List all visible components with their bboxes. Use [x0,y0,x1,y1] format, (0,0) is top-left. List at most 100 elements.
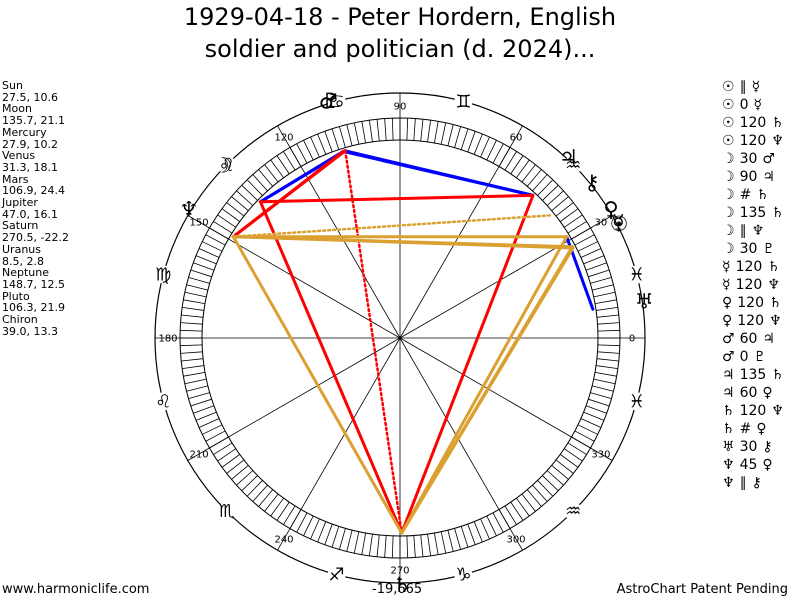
chart-title-line-2: soldier and politician (d. 2024)... [204,35,596,63]
degree-tick [180,329,203,332]
degree-tick [184,378,207,385]
aspect-row: ♃ 60 ♀ [722,384,789,402]
degree-tick [190,269,212,278]
aspect-p1: ☉ [722,133,735,149]
aspect-p1: ♆ [722,475,735,491]
moon-planet-icon: ☽ [214,153,233,177]
degree-tick [186,385,208,392]
degree-tick [521,493,536,512]
degree-tick [588,398,610,407]
zodiac-sign-icon: ♋ [329,91,345,112]
planet-value: 31.3, 18.1 [2,160,58,174]
degree-tick [217,448,237,462]
planet-value: 27.9, 10.2 [2,137,58,151]
degree-tick [252,484,268,502]
aspect-row: ♀ 120 ♆ [722,312,789,330]
aspect-row: ♂ 0 ♇ [722,348,789,366]
degree-tick [188,276,210,284]
sign-glyph-backing [154,265,173,284]
aspect-row: ☽ 135 ♄ [722,204,789,222]
aspect-p1: ♃ [722,385,735,401]
aspect-row: ♄ # ♀ [722,420,789,438]
degree-tick [324,523,333,545]
aspect-p1: ☿ [722,259,731,275]
degree-tick [420,534,424,557]
degree-tick [467,131,476,153]
planet-name: Mercury [2,125,47,139]
degree-tick [567,442,587,455]
chart-title-line-1: 1929-04-18 - Peter Hordern, English [183,3,617,31]
degree-tick [551,464,569,480]
aspect-p1: ♆ [722,457,735,473]
degree-tick [467,523,476,545]
degree-tick [264,493,279,512]
zodiac-sign-icon: ♐ [329,565,345,586]
degree-tick [574,430,595,442]
zodiac-sign-icon: ♒ [565,501,581,522]
degree-tick [198,248,220,258]
degree-tick [559,454,579,468]
zodiac-sign-icon: ♓ [629,265,645,286]
degree-tick [406,535,409,558]
aspect-p2: ♆ [771,403,784,419]
aspect-asp: 60 [739,385,758,401]
degree-tick [252,174,268,192]
aspect-row: ☉ 120 ♆ [722,132,789,150]
degree-tick [526,169,542,187]
degree-tick [180,344,203,347]
aspect-row: ♂ 60 ♃ [722,330,789,348]
degree-tick [353,122,360,145]
planet-value: 47.0, 16.1 [2,207,58,221]
degree-tick [590,392,612,400]
degree-tick [368,534,373,556]
planet-position-list: Sun 27.5, 10.6 Moon 135.7, 21.1 Mercury 27.9,… [2,80,69,337]
degree-tick [258,169,274,187]
planet-name: Sun [2,79,23,92]
degree-tick [338,126,346,148]
planet-value: 39.0, 13.3 [2,324,58,338]
aspect-asp: # [739,187,752,203]
degree-tick [236,190,254,206]
degree-label: 180 [158,334,177,345]
degree-tick [563,448,583,462]
planet-value: 106.3, 21.9 [2,301,65,315]
degree-tick [303,140,314,161]
aspect-line [400,235,569,535]
degree-tick [592,284,614,291]
aspect-p1: ☿ [722,277,731,293]
neptune-planet-icon: ♆ [180,198,199,222]
degree-tick [221,208,241,222]
degree-tick [486,515,497,536]
sign-glyph-backing [217,155,236,174]
aspect-row: ☉ 0 ☿ [722,96,789,114]
degree-label: 240 [274,534,293,545]
aspect-p2: ♄ [767,259,780,275]
zodiac-sign-icon: ♌ [155,391,171,412]
aspect-p1: ☽ [722,169,735,185]
aspect-row: ☽ 30 ♂ [722,150,789,168]
degree-tick [310,518,320,540]
planet-value: 106.9, 24.4 [2,184,65,198]
planet-name: Uranus [2,242,41,256]
aspect-asp: 0 [739,97,749,113]
degree-tick [516,159,530,179]
aspect-row: ☽ 30 ♇ [722,240,789,258]
aspect-asp: 30 [739,439,758,455]
division-line [399,337,613,461]
degree-tick [480,136,490,158]
degree-tick [296,143,308,164]
aspect-p2: ♄ [771,367,784,383]
aspect-asp: 0 [739,349,749,365]
degree-tick [460,526,469,548]
degree-tick [580,418,602,428]
aspect-asp: 135 [739,205,767,221]
planet-value: 135.7, 21.1 [2,114,65,128]
degree-tick [526,489,542,507]
degree-tick [559,208,579,222]
degree-tick [596,306,618,311]
degree-tick [213,442,233,455]
planet-name: Chiron [2,313,38,327]
degree-tick [184,291,207,298]
degree-tick [594,371,617,377]
degree-tick [195,411,217,421]
